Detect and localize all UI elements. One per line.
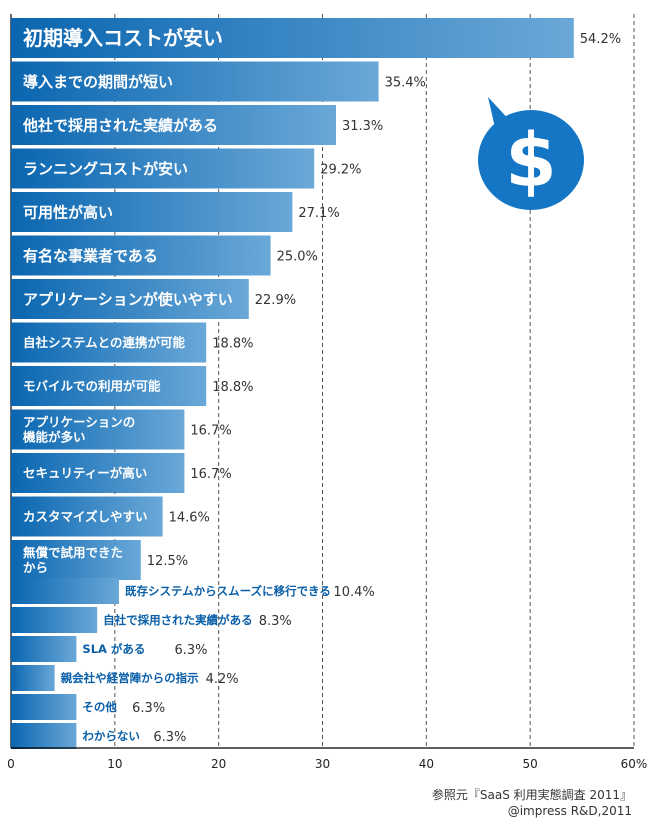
value-label: 10.4% xyxy=(333,585,374,600)
value-label: 6.3% xyxy=(174,643,207,658)
value-label: 25.0% xyxy=(277,250,318,265)
bar xyxy=(11,636,77,662)
dollar-speech-bubble-icon: $ xyxy=(478,97,584,210)
bar xyxy=(11,540,141,580)
category-label: 他社で採用された実績がある xyxy=(22,116,218,134)
bar xyxy=(11,235,271,276)
x-tick-label: 30 xyxy=(315,757,330,771)
category-label: その他 xyxy=(82,700,117,714)
bar xyxy=(11,105,336,145)
bar xyxy=(11,279,249,319)
value-label: 18.8% xyxy=(212,337,253,352)
value-label: 35.4% xyxy=(385,76,426,91)
value-label: 14.6% xyxy=(169,511,210,526)
category-label: 導入までの期間が短い xyxy=(23,73,173,91)
category-label: 無償で試用できたから xyxy=(23,545,123,575)
bar xyxy=(11,148,315,189)
bar xyxy=(11,496,163,537)
svg-text:$: $ xyxy=(505,118,557,204)
bar xyxy=(11,366,207,406)
category-label: ランニングコストが安い xyxy=(23,160,188,178)
value-label: 8.3% xyxy=(259,614,292,629)
category-label: セキュリティーが高い xyxy=(23,466,147,481)
category-label: SLA がある xyxy=(82,642,145,656)
value-label: 29.2% xyxy=(320,163,361,178)
value-label: 54.2% xyxy=(580,32,621,47)
category-label: モバイルでの利用が可能 xyxy=(23,379,161,394)
value-label: 31.3% xyxy=(342,119,383,134)
x-axis: 0 10 20 30 40 50 60% xyxy=(7,747,648,771)
bar xyxy=(11,18,574,58)
bar xyxy=(11,192,293,232)
category-label: 初期導入コストが安い xyxy=(23,26,223,50)
x-tick-label: 40 xyxy=(419,757,434,771)
value-label: 12.5% xyxy=(147,554,188,569)
bar xyxy=(11,694,77,720)
bars: 初期導入コストが安い 54.2% 導入までの期間が短い 35.4% 他社で採用された実績… xyxy=(11,18,621,749)
value-label: 16.7% xyxy=(190,467,231,482)
value-label: 27.1% xyxy=(298,206,339,221)
bar xyxy=(11,61,379,102)
x-tick-label: 60% xyxy=(621,757,648,771)
bar xyxy=(11,723,77,749)
value-label: 18.8% xyxy=(212,380,253,395)
value-label: 6.3% xyxy=(153,730,186,745)
category-label: わからない xyxy=(82,729,140,743)
category-label: アプリケーションの機能が多い xyxy=(23,415,135,445)
value-label: 22.9% xyxy=(255,293,296,308)
category-label: 可用性が高い xyxy=(23,203,113,221)
category-label: 親会社や経営陣からの指示 xyxy=(61,671,199,685)
category-label: 有名な事業者である xyxy=(23,247,158,265)
x-tick-label: 50 xyxy=(523,757,538,771)
source-copyright: @impress R&D,2011 xyxy=(507,804,632,818)
category-label: 自社システムとの連携が可能 xyxy=(23,335,186,350)
category-label: アプリケーションが使いやすい xyxy=(23,290,233,308)
x-tick-label: 10 xyxy=(107,757,122,771)
value-label: 6.3% xyxy=(132,701,165,716)
x-tick-label: 0 xyxy=(7,757,15,771)
bar xyxy=(11,607,98,633)
x-tick-label: 20 xyxy=(211,757,226,771)
value-label: 16.7% xyxy=(190,424,231,439)
category-label: 自社で採用された実績がある xyxy=(103,613,253,627)
bar xyxy=(11,578,119,604)
value-label: 4.2% xyxy=(206,672,239,687)
source-citation: 参照元『SaaS 利用実態調査 2011』 xyxy=(431,788,632,802)
bar xyxy=(11,322,207,363)
category-label: 既存システムからスムーズに移行できる xyxy=(125,584,331,598)
category-label: カスタマイズしやすい xyxy=(23,509,148,524)
bar xyxy=(11,409,185,450)
bar xyxy=(11,665,55,691)
bar xyxy=(11,453,185,493)
